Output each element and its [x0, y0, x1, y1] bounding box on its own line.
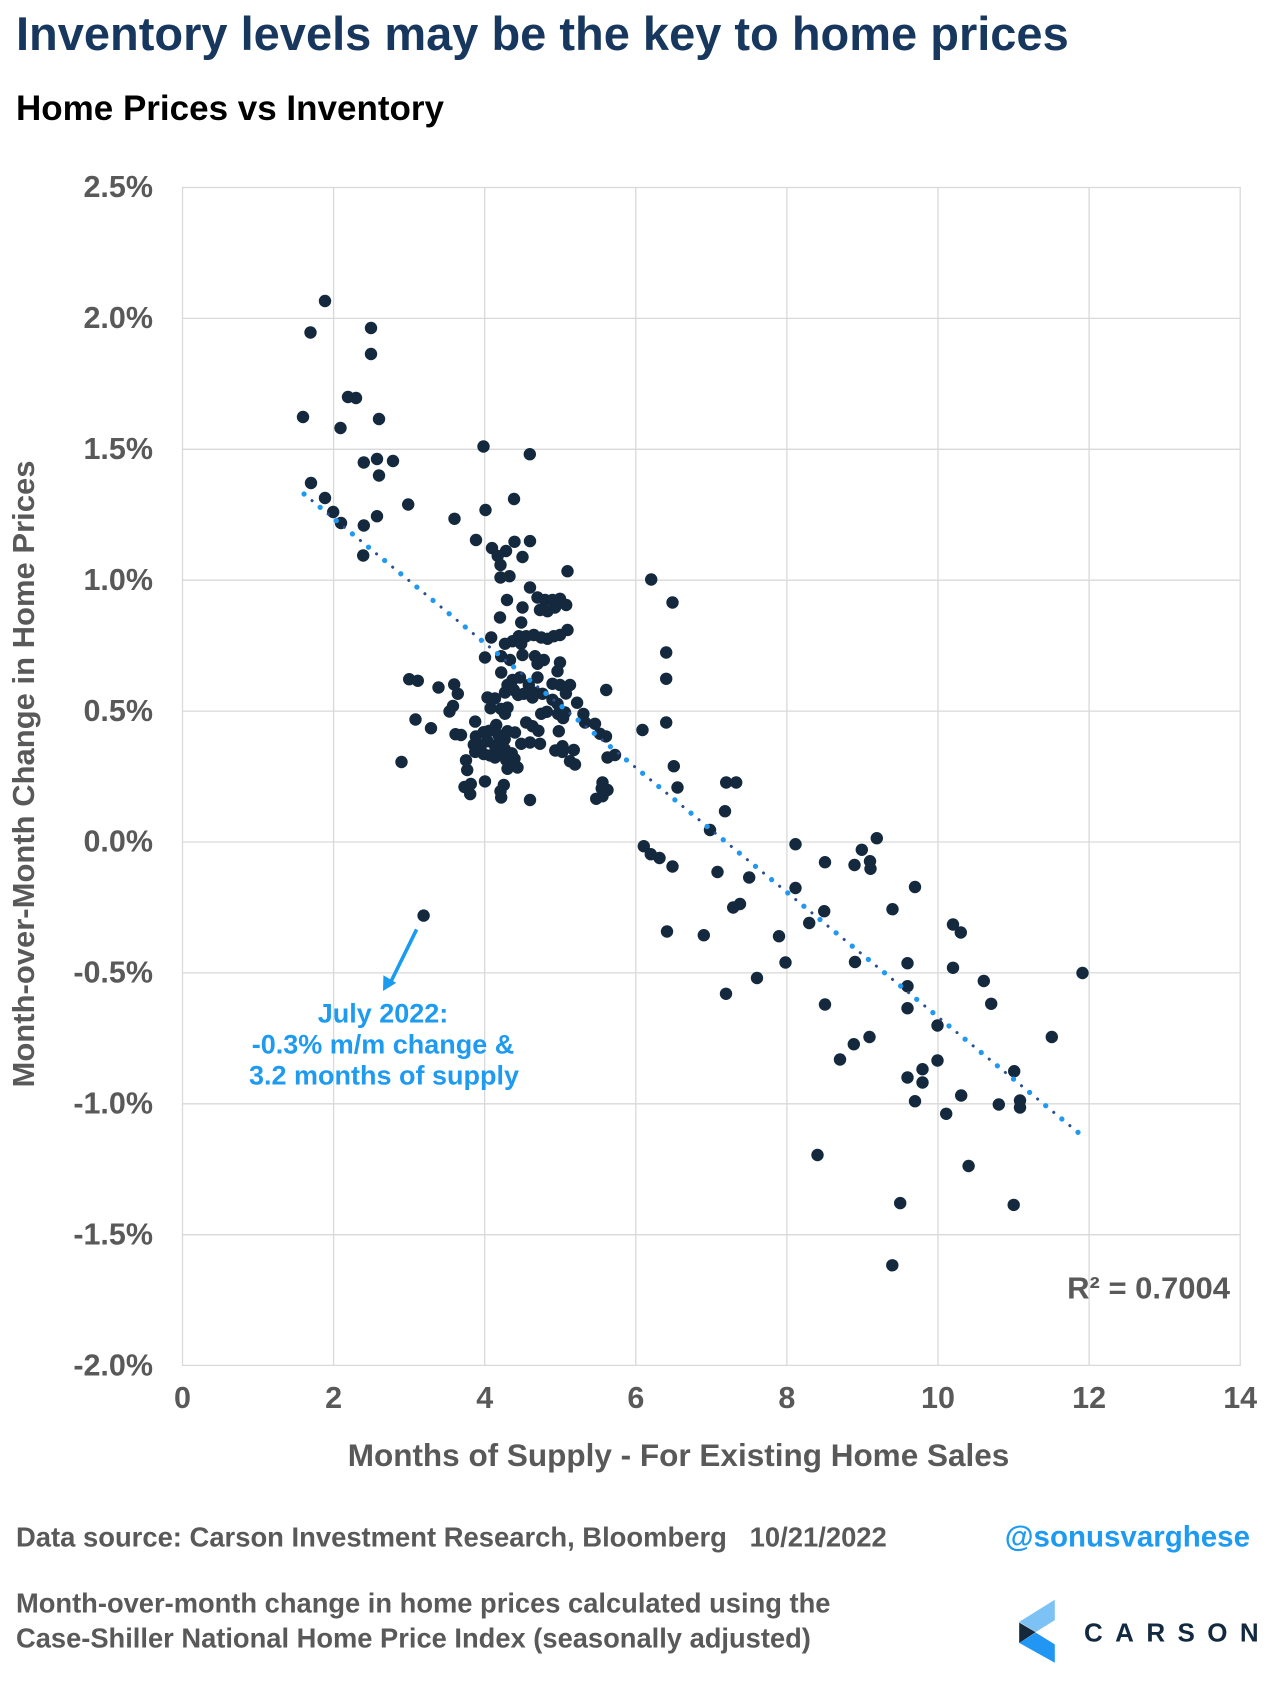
svg-text:-0.5%: -0.5% [73, 956, 153, 990]
svg-text:-2.0%: -2.0% [73, 1348, 153, 1382]
svg-text:July 2022:: July 2022: [318, 999, 449, 1029]
svg-text:CARSON: CARSON [1084, 1618, 1271, 1648]
svg-text:1.5%: 1.5% [83, 432, 153, 466]
svg-text:Home Prices vs Inventory: Home Prices vs Inventory [16, 89, 444, 128]
svg-text:Month-over-month change in hom: Month-over-month change in home prices c… [16, 1588, 830, 1619]
svg-text:2.5%: 2.5% [83, 170, 153, 204]
svg-text:-0.3% m/m change &: -0.3% m/m change & [252, 1030, 515, 1060]
svg-text:Month-over-Month Change in Hom: Month-over-Month Change in Home Prices [6, 461, 41, 1088]
svg-text:2: 2 [325, 1381, 342, 1415]
svg-text:2.0%: 2.0% [83, 301, 153, 335]
svg-text:Months of Supply - For Existin: Months of Supply - For Existing Home Sal… [348, 1437, 1010, 1473]
svg-text:0: 0 [174, 1381, 191, 1415]
svg-text:Case-Shiller National Home Pri: Case-Shiller National Home Price Index (… [16, 1623, 811, 1654]
svg-text:8: 8 [778, 1381, 795, 1415]
svg-text:3.2 months of supply: 3.2 months of supply [249, 1060, 519, 1090]
svg-text:@sonusvarghese: @sonusvarghese [1005, 1521, 1250, 1554]
svg-text:1.0%: 1.0% [83, 563, 153, 597]
svg-text:Data source: Carson Investment: Data source: Carson Investment Research,… [16, 1522, 887, 1553]
svg-text:Inventory levels may be the ke: Inventory levels may be the key to home … [16, 7, 1069, 60]
svg-text:14: 14 [1223, 1381, 1257, 1415]
svg-text:0.0%: 0.0% [83, 825, 153, 859]
svg-text:6: 6 [627, 1381, 644, 1415]
svg-text:4: 4 [476, 1381, 493, 1415]
svg-text:-1.0%: -1.0% [73, 1087, 153, 1121]
svg-text:0.5%: 0.5% [83, 694, 153, 728]
svg-text:-1.5%: -1.5% [73, 1217, 153, 1251]
svg-text:12: 12 [1072, 1381, 1106, 1415]
svg-text:R² = 0.7004: R² = 0.7004 [1067, 1271, 1231, 1306]
svg-text:10: 10 [921, 1381, 955, 1415]
